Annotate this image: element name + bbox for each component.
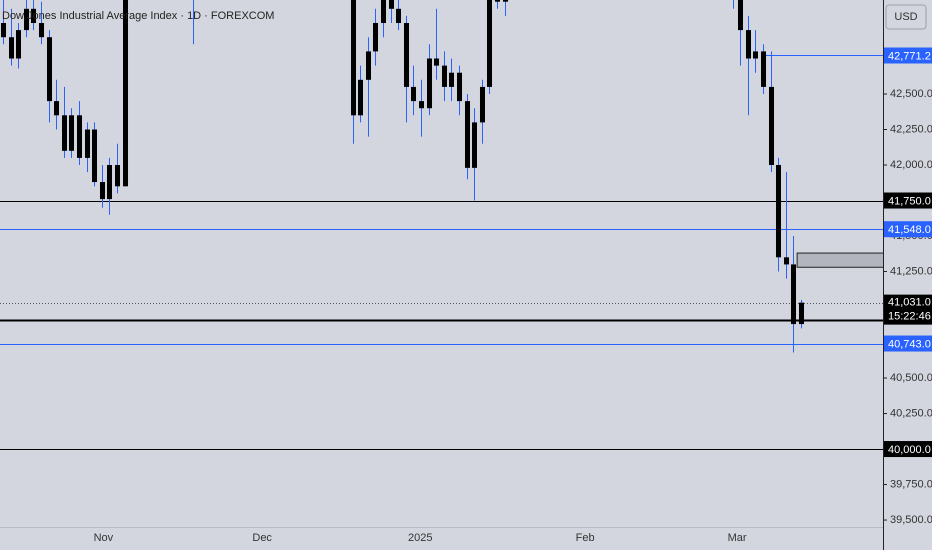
x-tick-label: Mar — [728, 532, 747, 544]
candle-body — [426, 58, 433, 109]
level-label: 41,750.0 — [888, 195, 931, 207]
plot-area — [0, 0, 883, 450]
candle-body — [760, 51, 767, 87]
candle-body — [783, 257, 790, 265]
candle-body — [350, 0, 357, 116]
chart-title: Dow Jones Industrial Average Index · 1D … — [2, 10, 274, 22]
candle-body — [38, 23, 45, 38]
candle-body — [464, 101, 471, 168]
x-tick-label: Nov — [94, 532, 114, 544]
candle-body — [768, 86, 775, 166]
candle-body — [486, 0, 493, 87]
candle-body — [114, 165, 121, 187]
candle-body — [61, 115, 68, 151]
zone — [796, 252, 883, 268]
last-price-bg — [884, 294, 932, 325]
y-tick-label: 42,000.0 — [890, 159, 932, 171]
candle-body — [403, 23, 410, 87]
candle-body — [410, 86, 417, 102]
candle-body — [494, 0, 501, 2]
candle-body — [15, 30, 22, 59]
y-tick-label: 40,250.0 — [890, 407, 932, 419]
level-label: 42,771.2 — [888, 50, 931, 62]
candle-body — [99, 182, 106, 200]
candle-body — [388, 0, 395, 9]
level-label-bg — [884, 192, 932, 209]
currency[interactable]: USD — [894, 11, 917, 23]
y-tick-label: 41,250.0 — [890, 265, 932, 277]
candle-body — [84, 129, 91, 158]
candle-body — [798, 302, 805, 325]
x-tick-label: Dec — [252, 532, 272, 544]
candle-body — [448, 72, 455, 87]
level-label: 41,548.0 — [888, 224, 931, 236]
y-tick-label: 40,500.0 — [890, 372, 932, 384]
candle-body — [737, 0, 744, 31]
level-label-bg — [884, 335, 932, 352]
candle-body — [441, 65, 448, 87]
level-label-bg — [884, 221, 932, 238]
candle-body — [790, 264, 797, 325]
y-tick-label: 42,250.0 — [890, 123, 932, 135]
level-label: 40,000.0 — [888, 444, 931, 456]
candle-body — [372, 23, 379, 52]
candle-body — [106, 165, 113, 200]
candle-body — [365, 51, 372, 80]
candle-body — [775, 165, 782, 258]
candle-body — [456, 72, 463, 102]
candle-body — [380, 0, 387, 24]
y-tick-label: 39,750.0 — [890, 478, 932, 490]
last-price-label: 41,031.0 — [888, 297, 931, 309]
candle-body — [46, 37, 53, 102]
candle-body — [418, 101, 425, 109]
y-tick-label: 39,500.0 — [890, 514, 932, 526]
price-axis: 39,500.039,750.040,250.040,500.041,000.0… — [883, 47, 932, 526]
candle-body — [745, 30, 752, 59]
countdown: 15:22:46 — [888, 311, 931, 323]
candle-body — [433, 58, 440, 66]
currency-button[interactable] — [885, 4, 927, 30]
candle-body — [91, 129, 98, 183]
candle-body — [502, 0, 509, 2]
candle-body — [752, 51, 759, 59]
candle-body — [122, 0, 129, 187]
candle-body — [30, 8, 37, 24]
candle-body — [0, 23, 7, 38]
level-label: 40,743.0 — [888, 338, 931, 350]
candle-body — [68, 115, 75, 151]
level-label-bg — [884, 441, 932, 458]
candle-body — [471, 122, 478, 168]
level-label-bg — [884, 47, 932, 64]
candle-body — [23, 8, 30, 31]
candle-body — [53, 101, 60, 116]
candle-body — [76, 115, 83, 158]
x-tick-label: 2025 — [408, 532, 432, 544]
y-tick-label: 42,500.0 — [890, 88, 932, 100]
x-tick-label: Feb — [576, 532, 595, 544]
candle-body — [479, 86, 486, 123]
candle-body — [395, 8, 402, 24]
candle-body — [357, 79, 364, 116]
candle-body — [8, 37, 15, 59]
